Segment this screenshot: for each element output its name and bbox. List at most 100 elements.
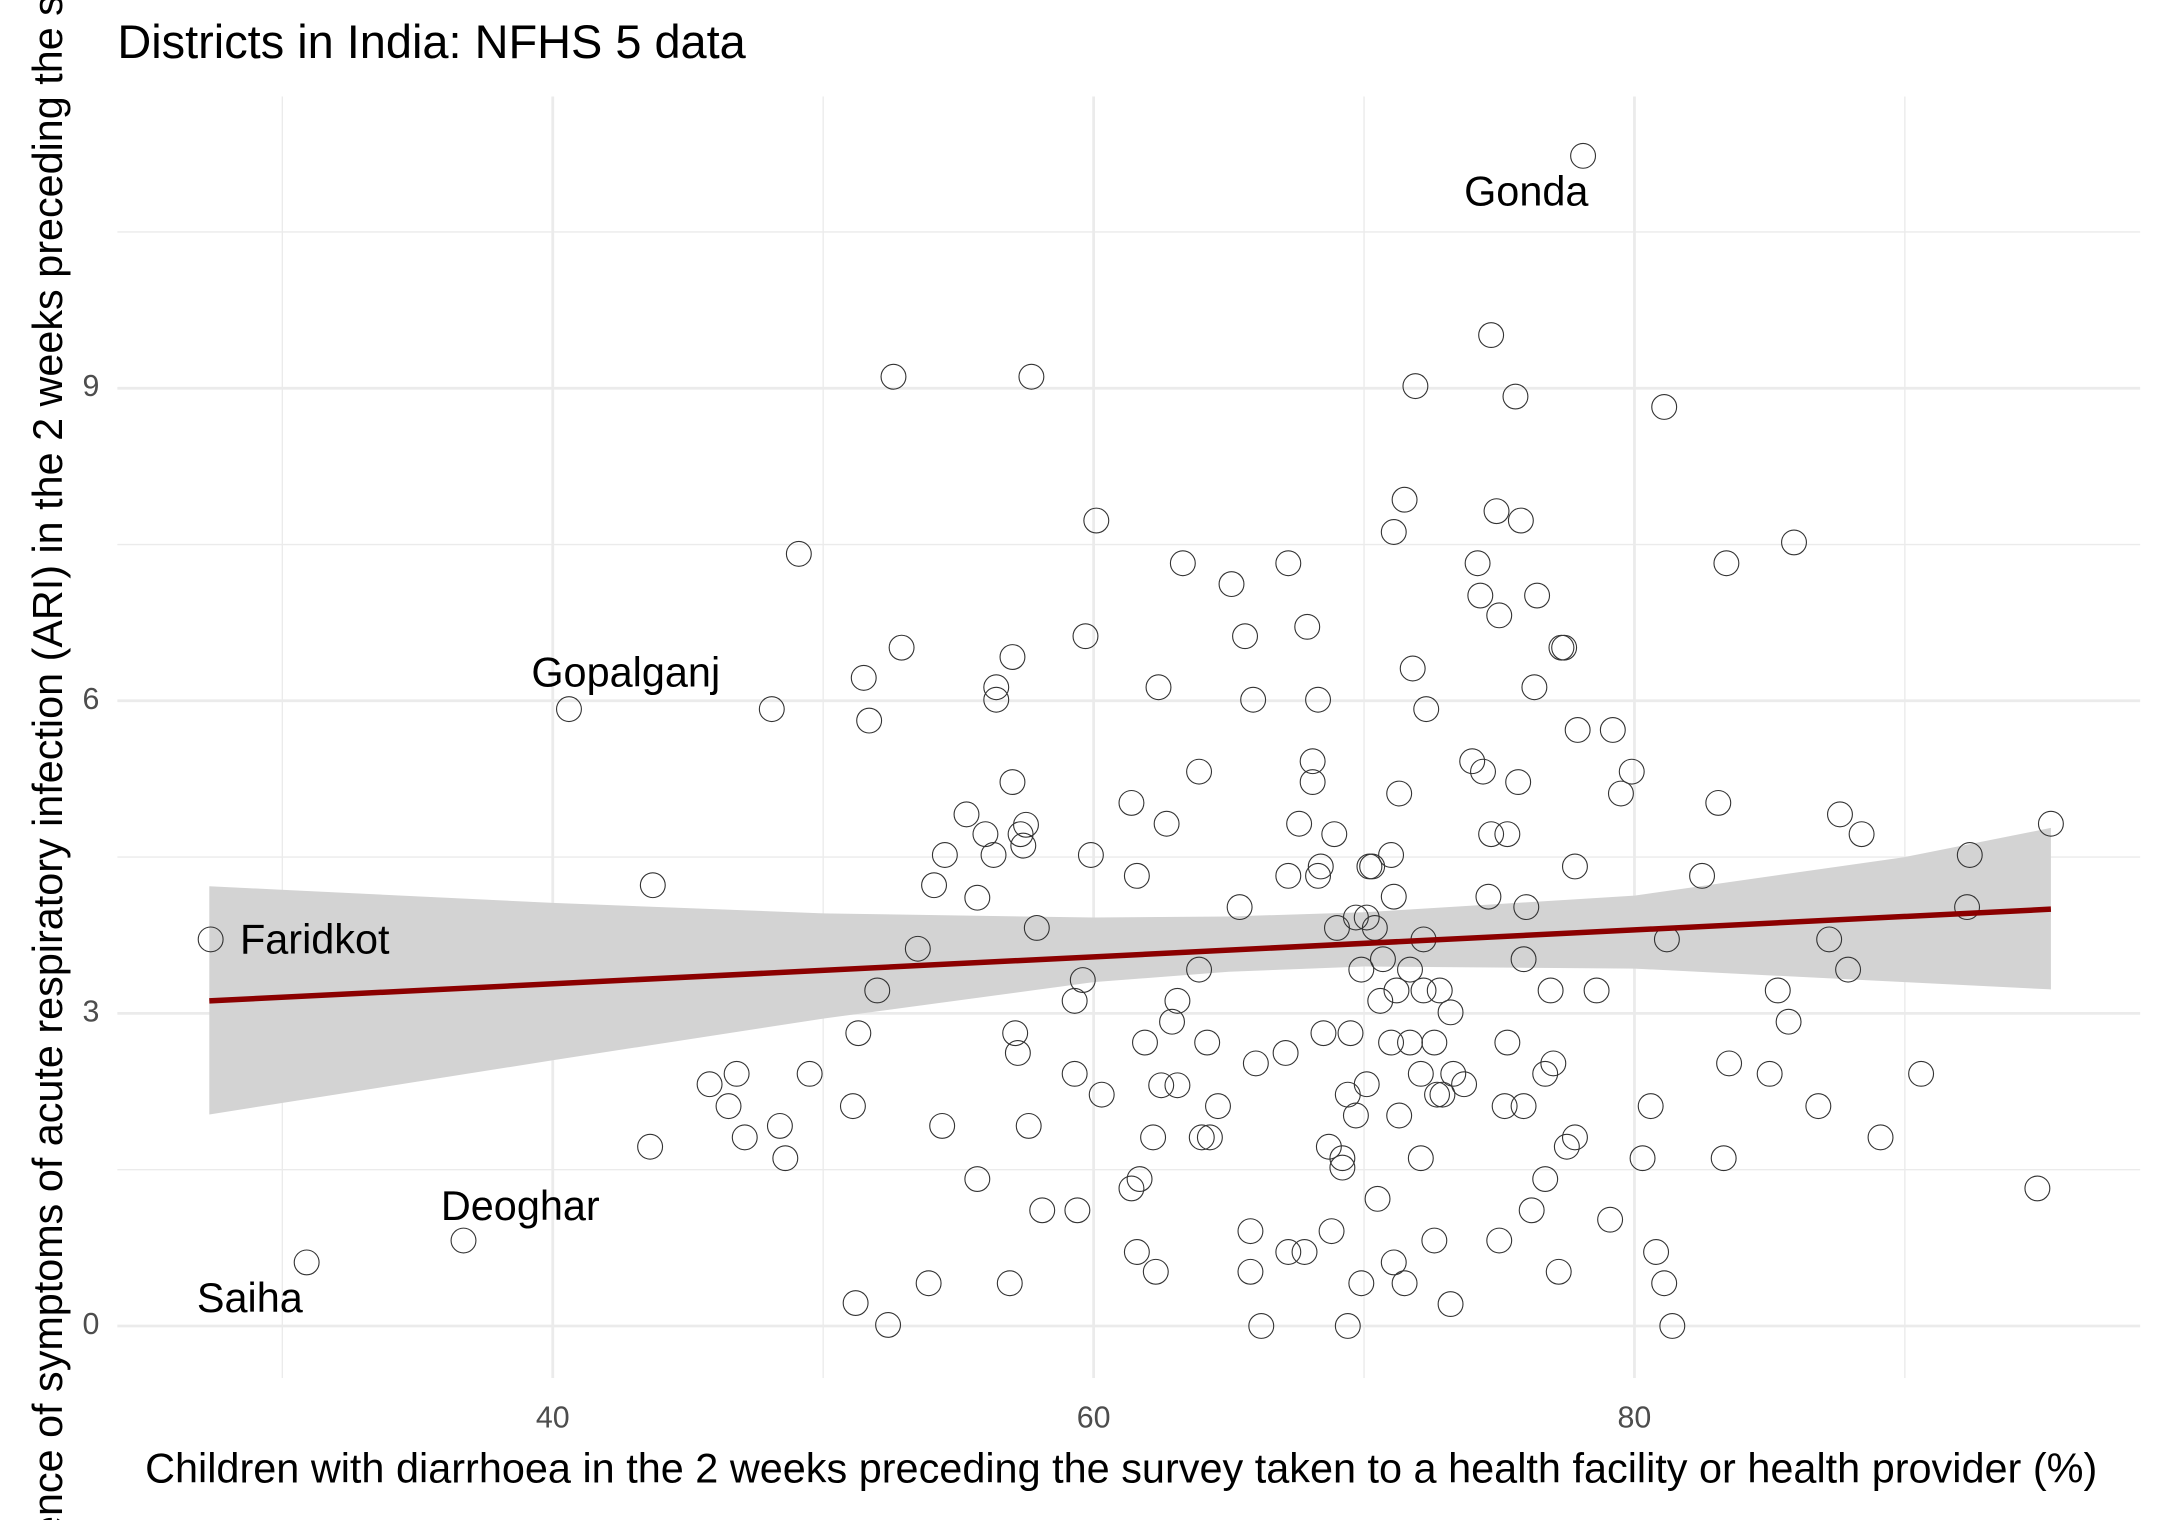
point <box>766 1112 793 1139</box>
point <box>1272 1040 1299 1066</box>
point <box>1421 1029 1448 1056</box>
point <box>1077 842 1104 868</box>
chart-title: Districts in India: NFHS 5 data <box>117 16 746 68</box>
point <box>1597 1206 1624 1233</box>
point <box>1386 1102 1413 1129</box>
point <box>1007 821 1034 848</box>
point <box>1353 1071 1380 1098</box>
point <box>1275 550 1302 577</box>
point <box>1518 1197 1545 1224</box>
point <box>1618 758 1645 785</box>
point <box>1205 1093 1231 1120</box>
point <box>1140 1124 1167 1151</box>
point <box>1029 1197 1056 1224</box>
point <box>1407 1060 1434 1087</box>
point <box>983 674 1010 701</box>
fit-line <box>209 906 2052 1004</box>
point <box>999 644 1026 670</box>
point <box>1064 1197 1091 1224</box>
point <box>1513 894 1540 921</box>
point <box>197 926 224 953</box>
point <box>1315 1133 1342 1160</box>
point <box>1242 1050 1269 1077</box>
point <box>972 821 999 848</box>
point <box>1651 1270 1678 1297</box>
point <box>1380 883 1407 910</box>
point <box>1018 363 1045 390</box>
point <box>1305 862 1332 889</box>
point <box>1429 1081 1456 1108</box>
point <box>1475 883 1502 910</box>
point <box>1359 853 1386 880</box>
point <box>842 1290 869 1316</box>
point <box>1294 613 1321 640</box>
point <box>293 1249 320 1276</box>
point <box>731 1124 758 1151</box>
point <box>1908 1060 1935 1087</box>
point <box>1386 780 1413 807</box>
point <box>1564 717 1591 743</box>
point <box>1494 821 1521 848</box>
point <box>1305 686 1332 713</box>
point <box>1164 987 1191 1014</box>
point <box>1437 999 1464 1026</box>
point <box>639 872 666 899</box>
point <box>1643 1239 1670 1265</box>
point <box>1364 1185 1391 1212</box>
point <box>1816 926 1843 953</box>
point <box>1004 1040 1031 1066</box>
point <box>996 1270 1023 1297</box>
point <box>1561 853 1588 880</box>
point <box>1118 1175 1145 1202</box>
point <box>1532 1166 1559 1193</box>
point <box>845 1020 872 1047</box>
point <box>1545 1258 1572 1285</box>
point <box>888 634 915 661</box>
point <box>1321 821 1348 848</box>
point <box>1353 904 1380 931</box>
point <box>1380 1249 1407 1276</box>
point <box>1570 142 1597 169</box>
point <box>1169 550 1196 577</box>
point <box>953 801 980 828</box>
point <box>1186 956 1213 983</box>
point <box>1061 987 1088 1014</box>
point <box>1369 946 1396 973</box>
point <box>1551 634 1578 661</box>
point <box>1413 696 1440 723</box>
point <box>1491 1093 1518 1120</box>
point <box>715 1093 742 1120</box>
x-axis-label: Children with diarrhoea in the 2 weeks p… <box>145 1446 2097 1492</box>
point <box>1196 1124 1223 1151</box>
point <box>1483 498 1510 525</box>
point <box>1867 1124 1894 1151</box>
point <box>964 884 991 911</box>
point <box>1123 862 1150 889</box>
point <box>1148 1072 1175 1099</box>
point <box>1956 842 1983 868</box>
point <box>1689 862 1716 889</box>
point <box>964 1166 991 1193</box>
point <box>2024 1175 2051 1202</box>
point <box>864 977 891 1004</box>
point <box>1318 1218 1345 1245</box>
point <box>1237 1218 1264 1245</box>
point <box>980 842 1007 868</box>
point <box>1464 550 1491 577</box>
point <box>1123 1239 1150 1265</box>
point <box>983 686 1010 713</box>
point <box>1232 623 1259 650</box>
point <box>1299 748 1326 775</box>
point <box>1440 1060 1467 1087</box>
point <box>1329 1145 1356 1172</box>
point <box>1118 789 1145 816</box>
x-tick-label: 40 <box>536 1401 570 1434</box>
x-tick-label: 60 <box>1077 1401 1111 1434</box>
point <box>1069 967 1096 993</box>
point <box>1764 977 1791 1004</box>
point <box>1061 1060 1088 1087</box>
point <box>1391 486 1418 513</box>
point <box>1524 582 1551 609</box>
